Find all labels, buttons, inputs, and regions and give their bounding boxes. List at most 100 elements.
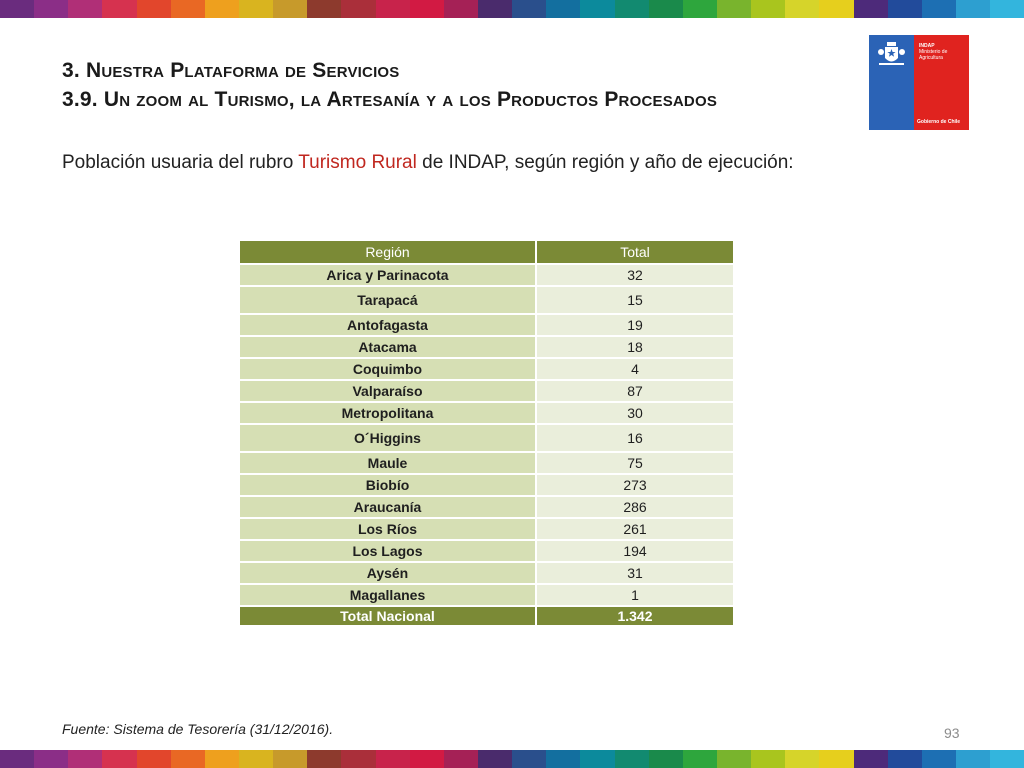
stripe-segment — [887, 750, 922, 768]
stripe-segment — [887, 0, 922, 18]
stripe-segment — [136, 750, 171, 768]
table-row: O´Higgins 16 — [238, 423, 735, 453]
bottom-color-stripe — [0, 750, 1024, 768]
stripe-segment — [204, 0, 239, 18]
stripe-segment — [477, 750, 513, 768]
stripe-segment — [921, 0, 956, 18]
region-cell: Aysén — [238, 561, 537, 585]
stripe-segment — [853, 0, 888, 18]
region-cell: Biobío — [238, 473, 537, 497]
stripe-segment — [443, 750, 478, 768]
stripe-segment — [409, 750, 444, 768]
stripe-segment — [307, 750, 342, 768]
total-cell: 194 — [535, 539, 735, 563]
heading-line-1: 3. Nuestra Plataforma de Servicios — [62, 59, 400, 82]
stripe-segment — [512, 750, 547, 768]
table-row: Magallanes 1 — [238, 583, 735, 607]
logo-brand-text: INDAP Ministerio de Agricultura — [919, 43, 965, 61]
stripe-segment — [921, 750, 956, 768]
table-row: Atacama 18 — [238, 335, 735, 359]
stripe-segment — [955, 0, 991, 18]
indap-logo: INDAP Ministerio de Agricultura Gobierno… — [869, 35, 969, 130]
stripe-segment — [238, 750, 274, 768]
logo-name: INDAP — [919, 43, 935, 49]
total-cell: 31 — [535, 561, 735, 585]
region-cell: Atacama — [238, 335, 537, 359]
table-subtitle: Población usuaria del rubro Turismo Rura… — [62, 152, 794, 174]
stripe-segment — [512, 0, 547, 18]
region-cell: Maule — [238, 451, 537, 475]
total-cell: 15 — [535, 285, 735, 315]
stripe-segment — [716, 0, 752, 18]
stripe-segment — [546, 0, 581, 18]
subtitle-after: de INDAP, según región y año de ejecució… — [416, 152, 794, 173]
stripe-segment — [102, 0, 137, 18]
region-cell: Los Lagos — [238, 539, 537, 563]
stripe-segment — [648, 0, 683, 18]
stripe-segment — [751, 750, 786, 768]
stripe-segment — [136, 0, 171, 18]
table-row: Los Ríos 261 — [238, 517, 735, 541]
table-row: Coquimbo 4 — [238, 357, 735, 381]
stripe-segment — [34, 0, 69, 18]
logo-ministry: Ministerio de Agricultura — [919, 49, 948, 61]
stripe-segment — [546, 750, 581, 768]
region-table: Región Total Arica y Parinacota 32 Tarapac… — [238, 239, 735, 627]
total-value: 1.342 — [535, 605, 735, 627]
header-region: Región — [238, 239, 537, 265]
stripe-segment — [34, 750, 69, 768]
stripe-segment — [580, 0, 615, 18]
stripe-segment — [990, 750, 1024, 768]
stripe-segment — [853, 750, 888, 768]
total-cell: 16 — [535, 423, 735, 453]
stripe-segment — [580, 750, 615, 768]
region-cell: O´Higgins — [238, 423, 537, 453]
stripe-segment — [273, 0, 308, 18]
header-total: Total — [535, 239, 735, 265]
top-color-stripe — [0, 0, 1024, 18]
stripe-segment — [751, 0, 786, 18]
total-cell: 32 — [535, 263, 735, 287]
stripe-segment — [170, 0, 205, 18]
stripe-segment — [273, 750, 308, 768]
region-cell: Antofagasta — [238, 313, 537, 337]
stripe-segment — [785, 0, 820, 18]
stripe-segment — [443, 0, 478, 18]
stripe-segment — [477, 0, 513, 18]
region-cell: Valparaíso — [238, 379, 537, 403]
stripe-segment — [102, 750, 137, 768]
total-cell: 273 — [535, 473, 735, 497]
stripe-segment — [170, 750, 205, 768]
total-cell: 1 — [535, 583, 735, 607]
stripe-segment — [648, 750, 683, 768]
source-note: Fuente: Sistema de Tesorería (31/12/2016… — [62, 721, 334, 737]
stripe-segment — [819, 0, 854, 18]
heading-line-2: 3.9. Un zoom al Turismo, la Artesanía y … — [62, 88, 718, 111]
total-cell: 4 — [535, 357, 735, 381]
table-row: Metropolitana 30 — [238, 401, 735, 425]
region-cell: Magallanes — [238, 583, 537, 607]
stripe-segment — [68, 0, 103, 18]
logo-government: Gobierno de Chile — [917, 119, 961, 125]
table-row: Maule 75 — [238, 451, 735, 475]
table-body: Arica y Parinacota 32 Tarapacá 15 Antofagast… — [238, 263, 735, 627]
stripe-segment — [375, 750, 410, 768]
slide-heading: 3. Nuestra Plataforma de Servicios 3.9. … — [62, 56, 717, 114]
table-row: Arica y Parinacota 32 — [238, 263, 735, 287]
stripe-segment — [68, 750, 103, 768]
stripe-segment — [341, 750, 376, 768]
region-cell: Araucanía — [238, 495, 537, 519]
page-number: 93 — [944, 725, 960, 741]
region-cell: Coquimbo — [238, 357, 537, 381]
stripe-segment — [614, 0, 649, 18]
total-cell: 286 — [535, 495, 735, 519]
stripe-segment — [955, 750, 991, 768]
subtitle-before: Población usuaria del rubro — [62, 152, 299, 173]
stripe-segment — [375, 0, 410, 18]
table-row: Tarapacá 15 — [238, 285, 735, 315]
table-header-row: Región Total — [238, 239, 735, 265]
stripe-segment — [0, 0, 35, 18]
total-cell: 18 — [535, 335, 735, 359]
total-cell: 261 — [535, 517, 735, 541]
region-cell: Arica y Parinacota — [238, 263, 537, 287]
